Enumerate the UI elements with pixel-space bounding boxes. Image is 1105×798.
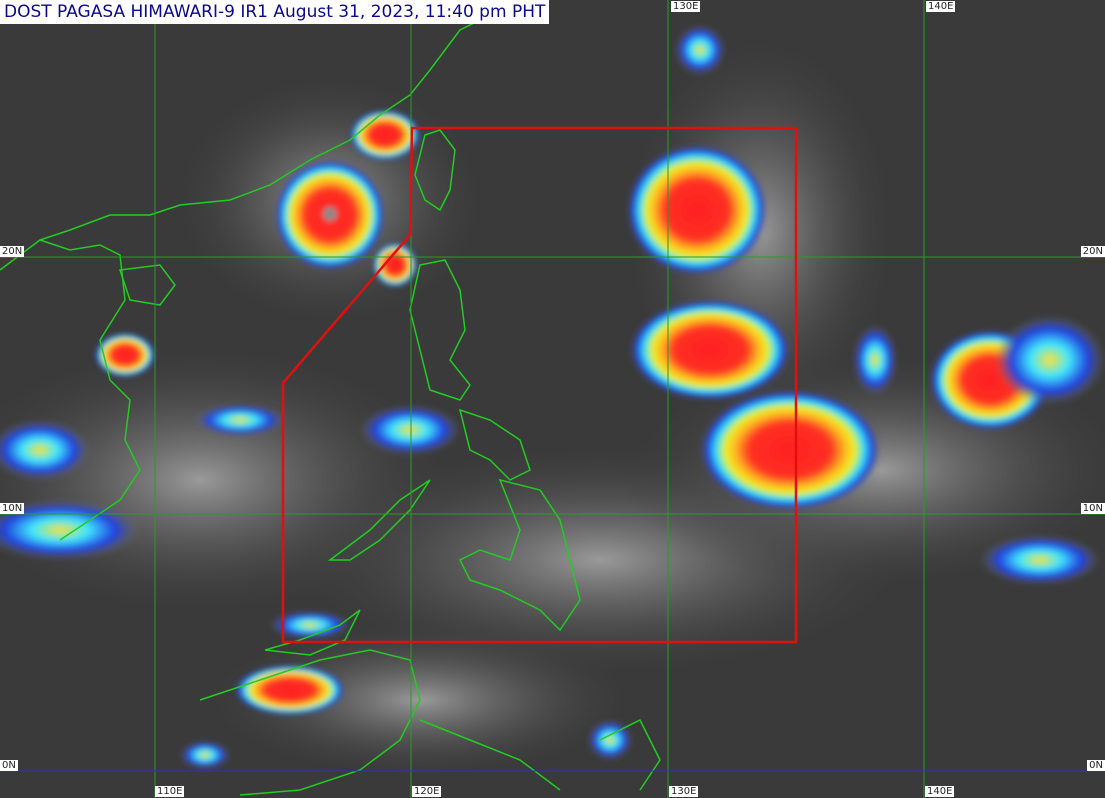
latitude-label: 0N xyxy=(0,760,18,771)
longitude-label: 120E xyxy=(412,786,442,797)
cloud-tops xyxy=(0,25,1105,769)
latitude-label: 20N xyxy=(1080,246,1105,257)
longitude-label: 130E xyxy=(671,1,701,12)
longitude-label: 140E xyxy=(926,1,956,12)
image-title: DOST PAGASA HIMAWARI-9 IR1 August 31, 20… xyxy=(0,0,550,24)
longitude-label: 130E xyxy=(669,786,699,797)
coastlines xyxy=(0,9,661,796)
longitude-label: 110E xyxy=(155,786,185,797)
latitude-label: 20N xyxy=(0,246,25,257)
longitude-label: 140E xyxy=(925,786,955,797)
latitude-label: 0N xyxy=(1087,760,1105,771)
latitude-label: 10N xyxy=(0,503,25,514)
latitude-label: 10N xyxy=(1080,503,1105,514)
responsibility-area-boundary xyxy=(281,126,798,644)
